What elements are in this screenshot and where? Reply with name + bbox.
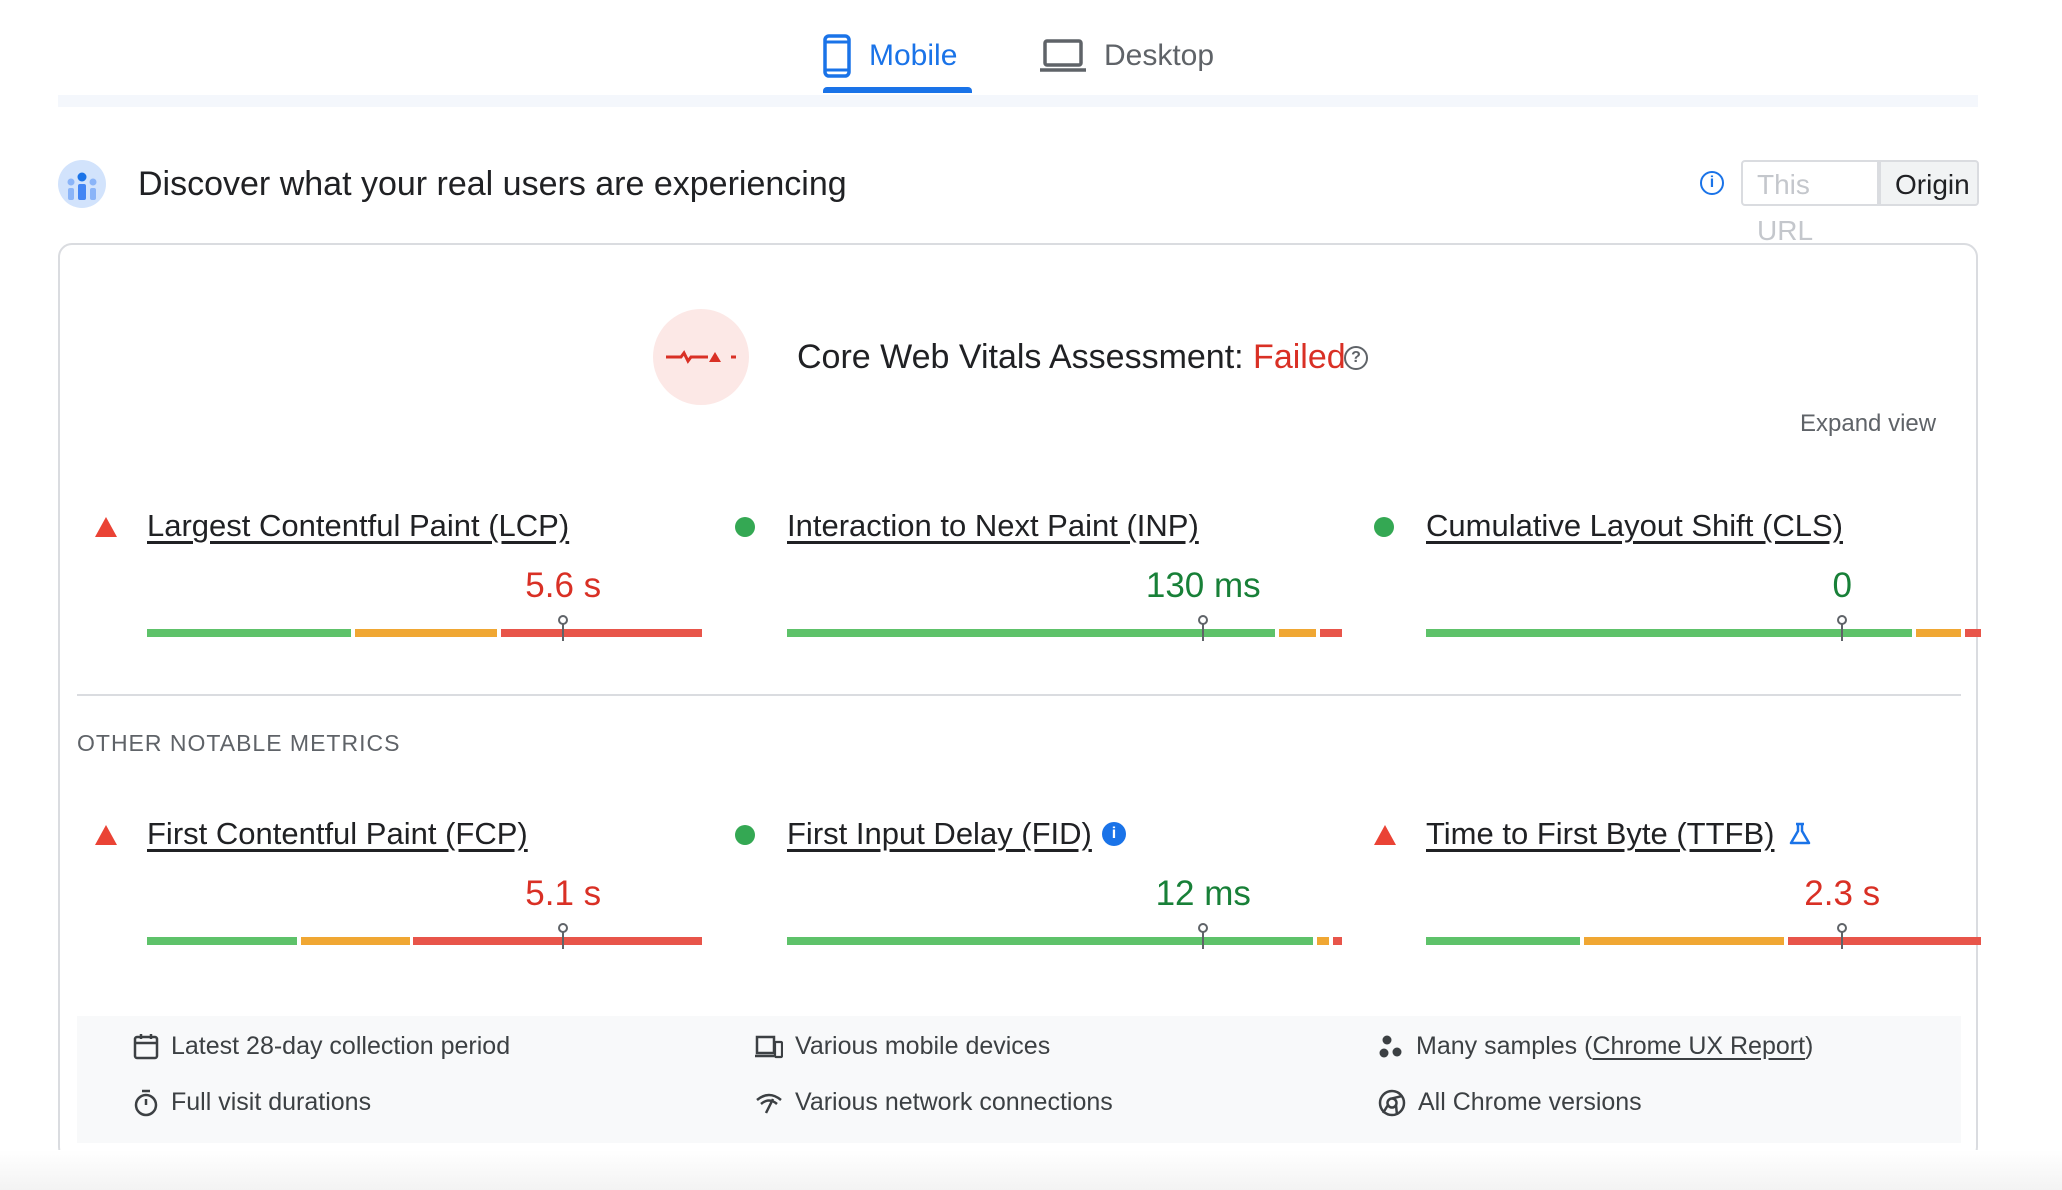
good-circle-icon: [735, 517, 755, 537]
p75-marker: [1841, 931, 1844, 949]
p75-marker-pin: [1837, 615, 1848, 625]
metric-value: 5.6 s: [525, 566, 602, 605]
expand-view-button[interactable]: Expand view: [1800, 410, 1937, 437]
timer-icon: [134, 1089, 158, 1116]
footer-visit-durations: Full visit durations: [133, 1088, 371, 1117]
calendar-icon: [133, 1033, 159, 1059]
warning-triangle-icon: [95, 825, 117, 845]
distribution-segment-poor: [1319, 629, 1342, 637]
metric-title-link[interactable]: First Contentful Paint (FCP): [147, 816, 528, 851]
p75-marker-pin: [1837, 923, 1848, 933]
metric-title-link[interactable]: Largest Contentful Paint (LCP): [147, 508, 570, 543]
p75-marker: [562, 931, 565, 949]
assessment-badge: [653, 309, 749, 405]
warning-triangle-icon: [95, 517, 117, 537]
p75-marker: [1841, 623, 1844, 641]
tab-mobile-label: Mobile: [869, 39, 958, 72]
tab-mobile[interactable]: Mobile: [823, 20, 957, 92]
metric-fcp: First Contentful Paint (FCP) 5.1 s: [77, 813, 702, 953]
distribution-segment-needs-improvement: [355, 629, 497, 637]
flask-icon[interactable]: [1789, 822, 1811, 846]
info-icon[interactable]: i: [1700, 171, 1724, 195]
active-tab-indicator: [823, 87, 972, 93]
warning-triangle-icon: [1374, 825, 1396, 845]
distribution-bar: [1426, 615, 1981, 641]
p75-marker-pin: [1198, 615, 1209, 625]
page-bottom-edge: [0, 1150, 2062, 1190]
distribution-segment-good: [147, 629, 352, 637]
distribution-bar: [147, 615, 702, 641]
tabs-divider: [58, 95, 1978, 107]
distribution-segment-needs-improvement: [1279, 629, 1316, 637]
p75-marker-pin: [558, 615, 569, 625]
metric-lcp: Largest Contentful Paint (LCP) 5.6 s: [77, 505, 702, 645]
devices-icon: [755, 1035, 783, 1058]
distribution-segment-needs-improvement: [1317, 937, 1329, 945]
metric-title-link[interactable]: Time to First Byte (TTFB): [1426, 816, 1775, 851]
footer-collection-period: Latest 28-day collection period: [133, 1032, 510, 1061]
metric-title-link[interactable]: Interaction to Next Paint (INP): [787, 508, 1199, 543]
p75-marker: [1202, 623, 1205, 641]
distribution-segment-good: [1426, 937, 1581, 945]
p75-marker: [1202, 931, 1205, 949]
network-signal-icon: [756, 1093, 782, 1114]
metric-value: 130 ms: [1145, 566, 1261, 605]
other-metrics-heading: OTHER NOTABLE METRICS: [77, 730, 401, 756]
assessment-title: Core Web Vitals Assessment: Failed: [797, 336, 1346, 378]
distribution-bar: [147, 923, 702, 949]
distribution-segment-good: [1426, 629, 1913, 637]
metric-inp: Interaction to Next Paint (INP) 130 ms: [717, 505, 1342, 645]
tab-desktop[interactable]: Desktop: [1040, 20, 1214, 92]
toggle-origin[interactable]: Origin: [1879, 160, 1979, 206]
distribution-segment-good: [147, 937, 297, 945]
failed-assessment-icon: [666, 350, 736, 364]
metric-value: 2.3 s: [1804, 874, 1881, 913]
distribution-bar: [1426, 923, 1981, 949]
good-circle-icon: [1374, 517, 1394, 537]
samples-dots-icon: [1379, 1035, 1402, 1057]
section-divider: [77, 694, 1961, 696]
chrome-ux-report-link[interactable]: Chrome UX Report: [1592, 1032, 1806, 1060]
distribution-segment-needs-improvement: [1916, 629, 1962, 637]
distribution-segment-needs-improvement: [300, 937, 410, 945]
distribution-segment-needs-improvement: [1584, 937, 1784, 945]
distribution-bar: [787, 923, 1342, 949]
distribution-segment-poor: [413, 937, 702, 945]
help-icon[interactable]: ?: [1344, 346, 1368, 370]
fid-info-icon[interactable]: i: [1102, 822, 1126, 846]
laptop-icon: [1040, 39, 1086, 72]
footer-devices: Various mobile devices: [755, 1032, 1050, 1061]
toggle-this-url[interactable]: This URL: [1741, 160, 1879, 246]
footer-samples: Many samples (Chrome UX Report): [1378, 1032, 1813, 1061]
metric-cls: Cumulative Layout Shift (CLS) 0: [1356, 505, 1981, 645]
assessment-status: Failed: [1253, 338, 1346, 376]
metric-title-link[interactable]: First Input Delay (FID): [787, 816, 1092, 851]
crux-users-icon: [58, 160, 106, 208]
p75-marker-pin: [1198, 923, 1209, 933]
metric-fid: First Input Delay (FID) 12 ms: [717, 813, 1342, 953]
distribution-segment-poor: [1964, 629, 1981, 637]
smartphone-icon: [823, 34, 851, 78]
page-title: Discover what your real users are experi…: [138, 165, 847, 203]
p75-marker-pin: [558, 923, 569, 933]
tab-desktop-label: Desktop: [1104, 39, 1215, 72]
good-circle-icon: [735, 825, 755, 845]
distribution-bar: [787, 615, 1342, 641]
footer-network: Various network connections: [755, 1088, 1113, 1117]
data-source-footer: Latest 28-day collection period Full vis…: [77, 1016, 1961, 1143]
distribution-segment-good: [787, 629, 1276, 637]
metric-value: 5.1 s: [525, 874, 602, 913]
metric-title-link[interactable]: Cumulative Layout Shift (CLS): [1426, 508, 1843, 543]
distribution-segment-poor: [500, 629, 702, 637]
metric-value: 12 ms: [1155, 874, 1251, 913]
footer-chrome-versions: All Chrome versions: [1378, 1088, 1642, 1117]
metric-ttfb: Time to First Byte (TTFB) 2.3 s: [1356, 813, 1981, 953]
chrome-icon: [1378, 1089, 1406, 1116]
p75-marker: [562, 623, 565, 641]
distribution-segment-poor: [1787, 937, 1981, 945]
distribution-segment-poor: [1332, 937, 1342, 945]
metric-value: 0: [1832, 566, 1852, 605]
assessment-label: Core Web Vitals Assessment:: [797, 338, 1254, 376]
distribution-segment-good: [787, 937, 1314, 945]
